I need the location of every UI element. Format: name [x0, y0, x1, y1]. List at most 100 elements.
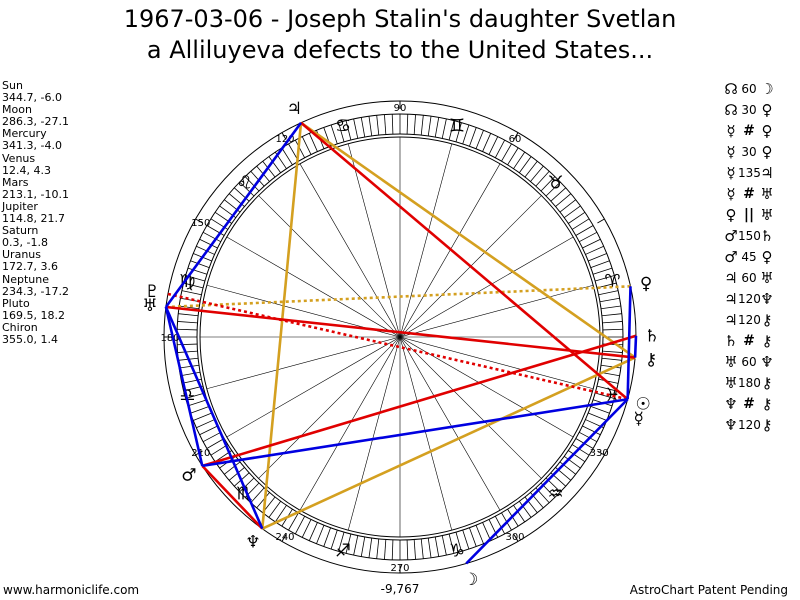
- degree-tick: [413, 539, 416, 560]
- aspect-row: ☊ 60 ☽: [724, 79, 774, 100]
- zodiac-sign-icon: ♈: [604, 271, 620, 292]
- planet-name-saturn: Saturn: [2, 224, 39, 238]
- degree-tick: [568, 450, 586, 463]
- aspect-planet-1-icon: ♆: [724, 395, 738, 413]
- degree-tick: [559, 461, 576, 475]
- degree-tick: [406, 539, 409, 560]
- degree-tick: [177, 350, 198, 353]
- planet-mercury-icon: ☿: [633, 409, 643, 429]
- degree-tick: [602, 321, 623, 324]
- aspect-angle: 135: [738, 166, 761, 180]
- planet-coords-neptune: 234.3, -17.2: [2, 284, 69, 298]
- degree-tick: [228, 467, 245, 481]
- degree-tick: [210, 444, 229, 456]
- aspect-row: ♆ 120 ⚷: [724, 415, 774, 436]
- degree-tick: [469, 527, 477, 547]
- degree-tick: [179, 305, 200, 310]
- degree-tick: [384, 114, 387, 135]
- degree-tick: [488, 136, 499, 155]
- planet-name-moon: Moon: [2, 103, 32, 117]
- aspect-planet-1-icon: ♂: [724, 248, 738, 266]
- degree-tick: [199, 238, 218, 249]
- aspect-row: ♂ 150 ♄: [724, 226, 774, 247]
- aspect-row: ♄ # ⚷: [724, 331, 774, 352]
- aspect-planet-1-icon: ♄: [724, 332, 738, 350]
- aspect-planet-2-icon: ♄: [760, 227, 774, 245]
- zodiac-sign-icon: ♐: [335, 541, 351, 562]
- aspect-symbol: #: [743, 186, 755, 202]
- planet-coords-jupiter: 114.8, 21.7: [2, 212, 65, 226]
- aspect-row: ☿ # ♅: [724, 184, 774, 205]
- degree-tick: [507, 147, 519, 166]
- degree-tick: [185, 392, 205, 399]
- degree-tick: [338, 122, 345, 142]
- aspect-planet-1-icon: ☿: [726, 122, 736, 140]
- planet-name-sun: Sun: [2, 79, 23, 92]
- degree-tick: [585, 245, 604, 255]
- zodiac-sign-icon: ♉: [547, 172, 563, 193]
- degree-tick: [571, 218, 590, 230]
- degree-tick: [518, 500, 532, 518]
- degree-tick: [448, 120, 455, 141]
- degree-tick: [288, 512, 299, 531]
- aspect-angle: 30: [741, 145, 757, 159]
- sign-boundary: [513, 132, 519, 140]
- degree-tick: [360, 117, 366, 138]
- degree-tick: [193, 412, 212, 421]
- degree-tick: [579, 231, 598, 243]
- planet-name-jupiter: Jupiter: [2, 199, 38, 213]
- degree-label-60: 60: [509, 134, 522, 145]
- aspect-row: ♆ # ⚷: [724, 394, 774, 415]
- degree-label-330: 330: [590, 448, 609, 459]
- degree-tick: [360, 536, 366, 557]
- degree-tick: [602, 350, 623, 353]
- planet-jupiter-icon: ♃: [287, 99, 302, 119]
- degree-tick: [250, 487, 265, 503]
- degree-tick: [180, 371, 201, 377]
- degree-tick: [187, 267, 208, 275]
- aspect-planet-2-icon: ♃: [760, 164, 774, 182]
- degree-tick: [196, 419, 215, 429]
- bottom-value: -9,767: [380, 582, 420, 596]
- degree-tick: [268, 500, 282, 518]
- degree-tick: [596, 385, 617, 392]
- degree-tick: [413, 114, 416, 135]
- degree-tick: [571, 444, 590, 456]
- degree-tick: [494, 516, 506, 535]
- degree-tick: [338, 532, 345, 552]
- degree-tick: [187, 399, 208, 407]
- degree-tick: [308, 133, 318, 152]
- degree-tick: [524, 496, 538, 513]
- degree-tick: [462, 124, 470, 145]
- aspect-angle: 150: [738, 229, 761, 243]
- aspect-angle: 45: [741, 250, 757, 264]
- degree-tick: [274, 505, 287, 523]
- planet-pluto-icon: ♇: [145, 282, 160, 302]
- degree-tick: [441, 118, 447, 139]
- aspect-planet-1-icon: ♃: [724, 311, 738, 329]
- aspect-angle: 120: [738, 418, 761, 432]
- aspect-list: ☊ 60 ☽ ☊ 30 ♀ ☿ # ♀ ☿ 30 ♀ ☿ 135 ♃ ☿ # ♅ ♀ || ♅ ♂ 150 ♄ ♂ 45 ♀ ♃ 60 ♅…: [724, 79, 774, 436]
- zodiac-sign-icon: ♌: [236, 172, 252, 193]
- degree-tick: [518, 156, 532, 174]
- degree-tick: [590, 260, 610, 268]
- planet-coords-saturn: 0.3, -1.8: [2, 236, 48, 250]
- planet-name-chiron: Chiron: [2, 320, 38, 334]
- degree-tick: [550, 187, 566, 202]
- aspect-line: [164, 306, 204, 467]
- degree-tick: [391, 539, 394, 560]
- degree-tick: [595, 275, 615, 282]
- zodiac-sign-icon: ♑: [449, 541, 465, 562]
- degree-tick: [441, 535, 447, 556]
- degree-tick: [513, 505, 526, 523]
- aspect-line: [201, 464, 264, 530]
- planet-coords-moon: 286.3, -27.1: [2, 115, 69, 129]
- degree-tick: [494, 139, 506, 158]
- aspect-planet-2-icon: ♅: [760, 269, 774, 287]
- aspect-line: [260, 122, 303, 529]
- aspect-planet-2-icon: ⚷: [761, 395, 773, 413]
- title-line-1: 1967-03-06 - Joseph Stalin's daughter Sv…: [123, 5, 677, 33]
- aspect-row: ☿ 135 ♃: [724, 163, 774, 184]
- degree-label-90: 90: [394, 103, 407, 114]
- aspect-line: [300, 121, 636, 359]
